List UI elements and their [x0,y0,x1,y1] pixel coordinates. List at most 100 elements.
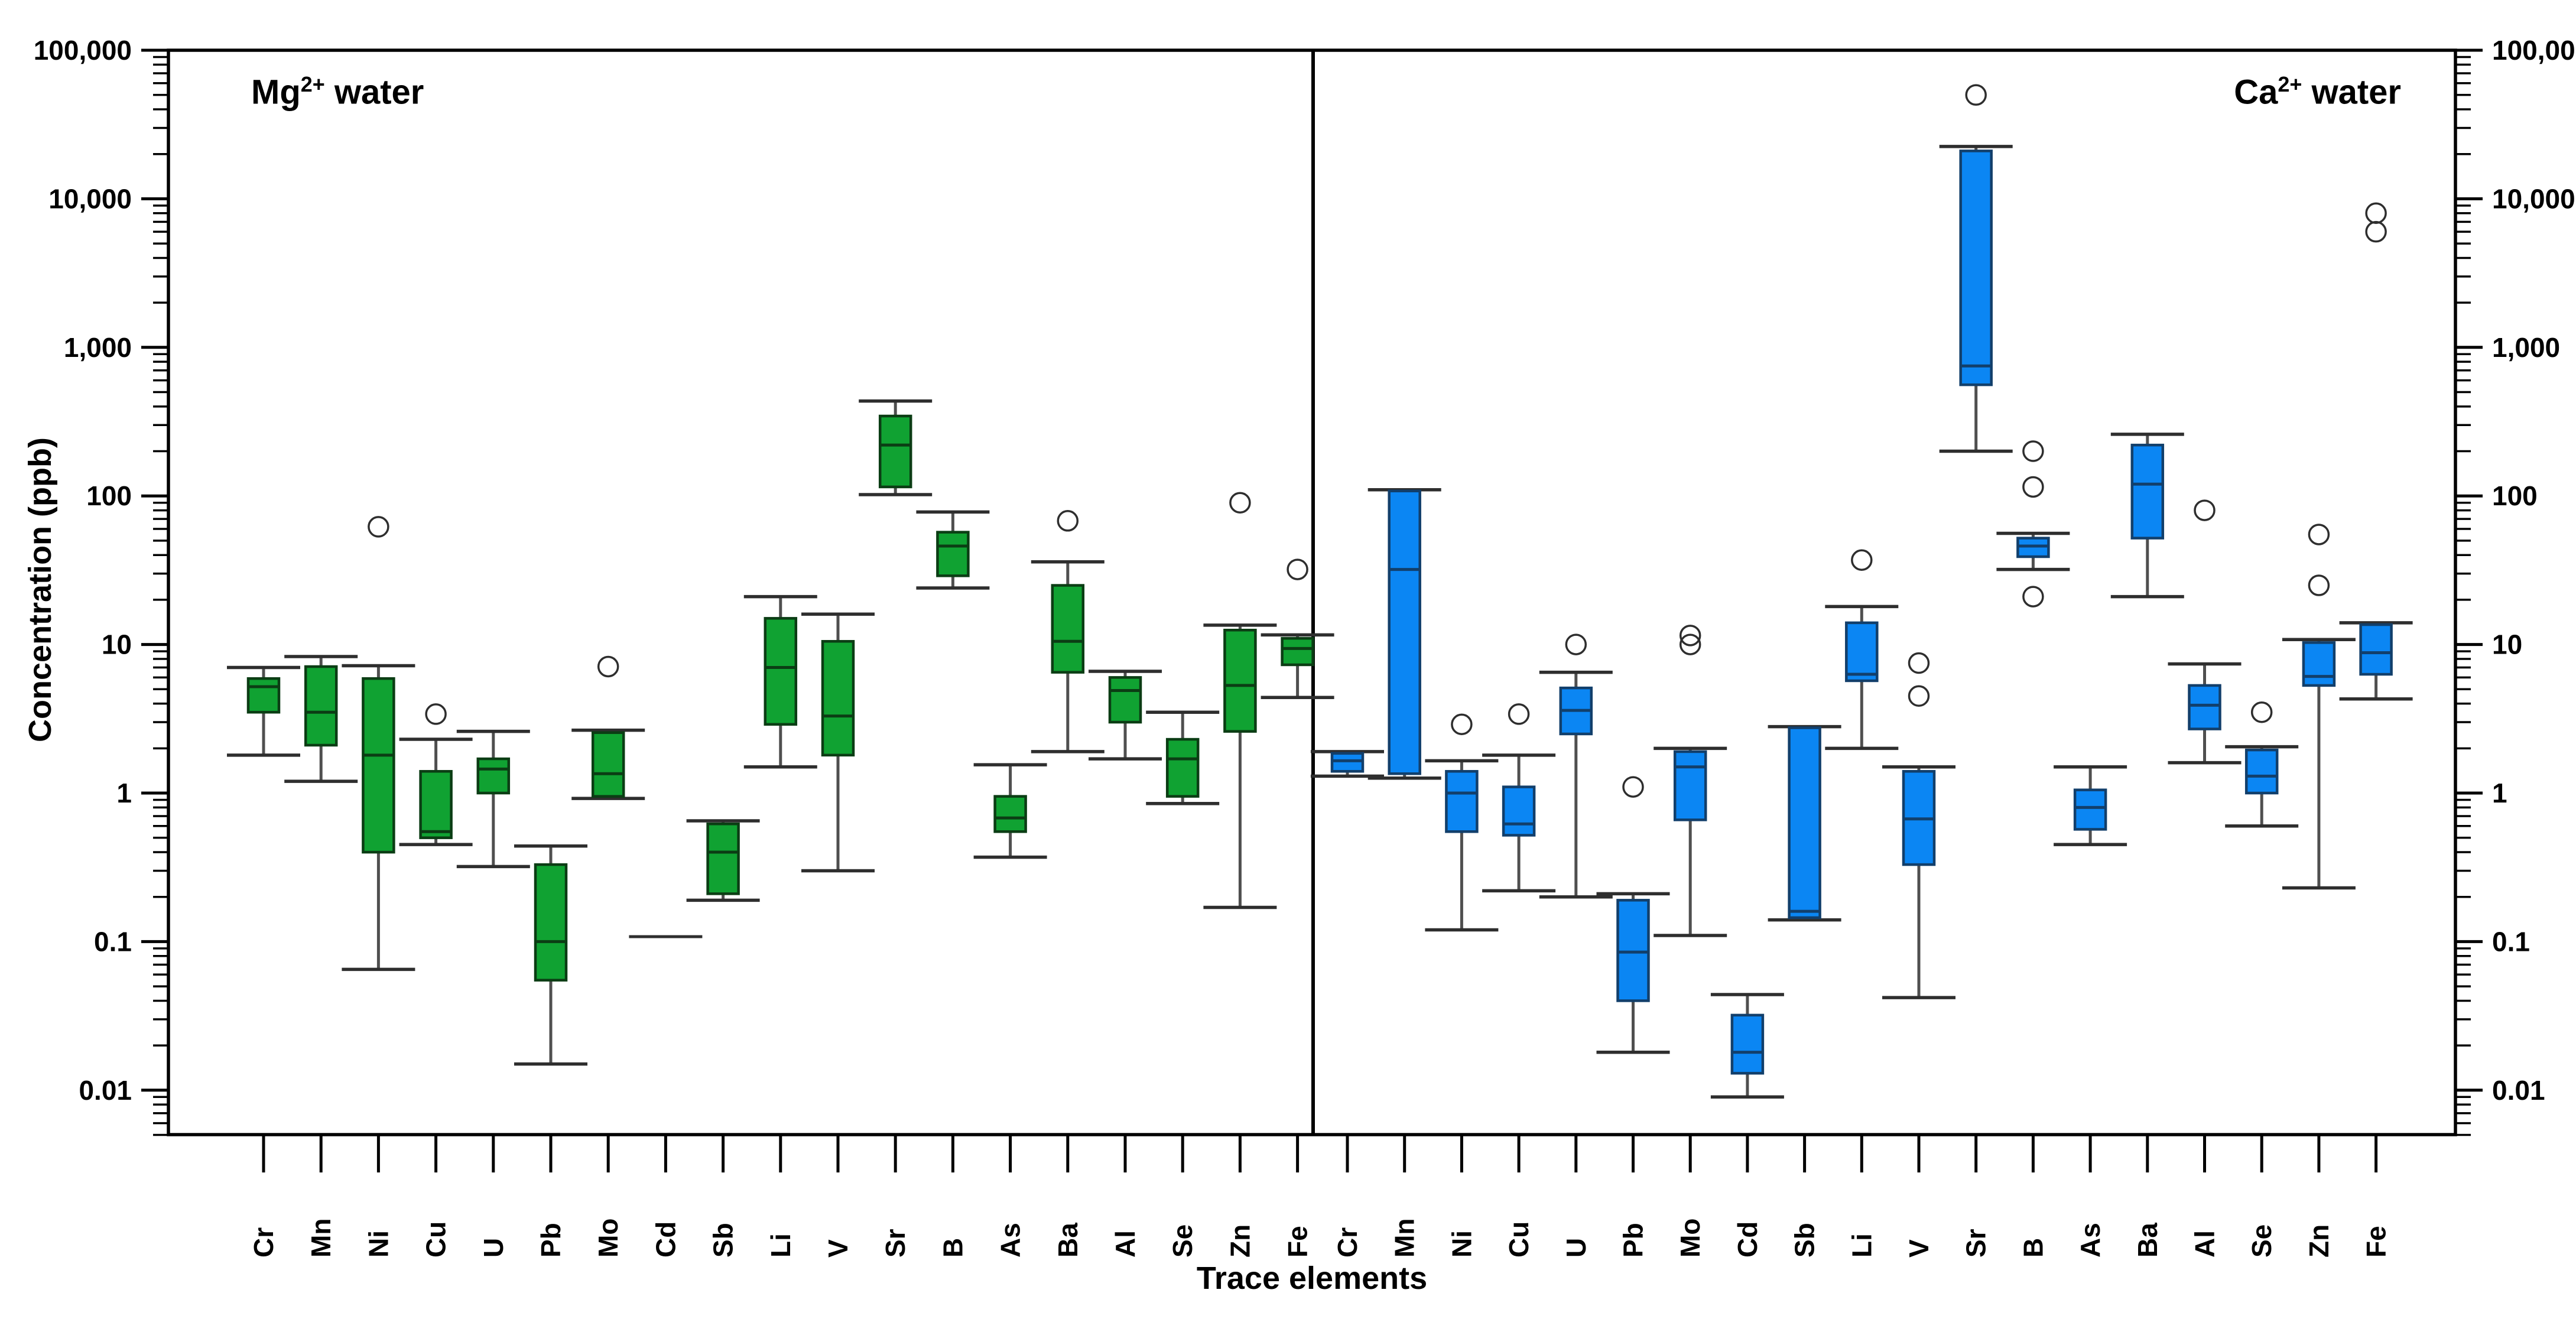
outlier-mg-Ni-0 [368,516,389,538]
outlier-mg-Zn-0 [1229,492,1251,514]
outlier-ca-B-1 [2022,476,2044,498]
x-tick-label-mg-Pb: Pb [535,1223,566,1258]
x-tick-label-mg-Ni: Ni [363,1230,394,1258]
box-mg-B [936,531,970,577]
box-mg-Cr [246,677,281,714]
panel-title-mg-base: Mg [251,73,301,112]
box-ca-Pb [1616,899,1650,1002]
x-tick-label-mg-V: V [823,1239,853,1258]
y-tick-label-left-100: 100 [86,480,132,511]
x-tick-label-mg-U: U [478,1238,509,1258]
outlier-ca-U-0 [1565,633,1587,655]
outlier-ca-B-0 [2022,586,2044,607]
panel-title-ca-base: Ca [2234,73,2278,112]
panel-title-ca-rest: water [2302,73,2401,112]
box-mg-Al [1108,676,1142,724]
outlier-ca-V-1 [1908,652,1930,674]
box-mg-Se [1165,738,1200,798]
y-tick-label-right-10,000: 10,000 [2492,183,2575,214]
box-ca-Ba [2130,443,2165,540]
box-ca-Mn [1388,489,1421,775]
x-axis-title: Trace elements [1196,1260,1428,1296]
box-mg-Mn [304,665,338,747]
x-tick-label-ca-Sb: Sb [1789,1223,1820,1258]
outlier-ca-Fe-1 [2365,202,2387,225]
panel-title-mg-rest: water [324,73,424,112]
y-tick-label-left-1,000: 1,000 [64,332,132,363]
x-tick-label-mg-Fe: Fe [1282,1226,1313,1258]
outlier-ca-Cu-0 [1508,703,1530,725]
x-tick-label-mg-Sb: Sb [708,1223,739,1258]
panel-title-ca-sup: 2+ [2278,72,2302,96]
outlier-ca-Pb-0 [1622,776,1644,798]
box-mg-Sr [878,414,912,489]
panel-title-mg-sup: 2+ [300,72,325,96]
panel-title-ca-water: Ca2+ water [2234,72,2401,112]
x-tick-label-mg-Mo: Mo [593,1219,623,1258]
x-tick-label-mg-Cd: Cd [650,1221,681,1258]
box-mg-Ba [1051,584,1085,674]
box-ca-Se [2244,748,2279,795]
x-tick-label-ca-Cd: Cd [1732,1221,1763,1258]
x-tick-label-mg-As: As [995,1223,1026,1258]
x-tick-label-mg-Sr: Sr [880,1229,911,1258]
outlier-ca-Mo-0 [1679,633,1701,655]
x-tick-label-ca-Pb: Pb [1618,1223,1649,1258]
box-mg-Cu [419,770,453,839]
outlier-ca-Li-0 [1851,549,1873,571]
box-ca-Al [2188,684,2221,730]
outlier-mg-Fe-0 [1287,558,1308,580]
y-tick-label-right-10: 10 [2492,629,2522,660]
x-tick-label-ca-B: B [2018,1238,2048,1258]
y-tick-label-left-0.01: 0.01 [79,1075,132,1106]
outlier-ca-V-0 [1908,685,1930,707]
x-tick-label-ca-Fe: Fe [2361,1226,2392,1258]
x-tick-label-ca-Cr: Cr [1332,1227,1363,1258]
box-mg-Pb [534,863,568,982]
box-ca-Li [1845,621,1879,683]
box-ca-Cd [1730,1013,1765,1075]
x-tick-label-ca-Cu: Cu [1503,1221,1534,1258]
box-mg-U [476,757,511,795]
outlier-mg-Cu-0 [425,703,447,725]
x-tick-label-mg-Ba: Ba [1053,1223,1083,1258]
outlier-ca-Zn-1 [2308,524,2330,545]
x-tick-label-ca-Sr: Sr [1961,1229,1992,1258]
x-tick-label-ca-Ba: Ba [2132,1223,2163,1258]
x-tick-label-mg-Al: Al [1110,1230,1141,1258]
outlier-ca-Sr-0 [1965,84,1987,106]
box-mg-As [993,795,1027,833]
x-tick-label-mg-Li: Li [765,1233,796,1258]
y-tick-label-left-100,000: 100,000 [34,35,132,66]
box-mg-V [821,640,855,757]
x-tick-label-mg-B: B [937,1238,968,1258]
box-ca-As [2073,788,2107,831]
box-mg-Fe [1281,636,1314,667]
y-tick-label-right-0.1: 0.1 [2492,926,2530,957]
box-mg-Ni [362,677,395,854]
x-tick-label-ca-Zn: Zn [2304,1224,2334,1258]
outlier-ca-Fe-0 [2365,220,2387,243]
box-ca-Zn [2302,641,2336,687]
y-tick-label-right-100,000: 100,000 [2492,35,2576,66]
y-tick-label-left-1: 1 [116,778,132,808]
y-tick-label-right-0.01: 0.01 [2492,1075,2545,1106]
x-tick-label-ca-Ni: Ni [1446,1230,1477,1258]
outlier-ca-Al-0 [2194,499,2216,521]
y-axis-title: Concentration (ppb) [22,437,58,742]
x-tick-label-mg-Mn: Mn [306,1219,336,1258]
outlier-ca-Ni-0 [1451,713,1473,736]
x-tick-label-ca-As: As [2075,1223,2106,1258]
x-tick-label-ca-Mo: Mo [1675,1219,1706,1258]
x-tick-label-ca-V: V [1903,1239,1934,1258]
box-ca-Cu [1502,785,1536,837]
outlier-ca-Mo-1 [1679,625,1701,646]
box-ca-Cr [1330,752,1365,773]
outlier-ca-B-2 [2022,440,2044,462]
x-tick-label-ca-U: U [1561,1238,1591,1258]
outlier-mg-Ba-0 [1057,510,1079,532]
box-ca-Sb [1788,726,1821,920]
panel-title-mg-water: Mg2+ water [251,72,424,112]
